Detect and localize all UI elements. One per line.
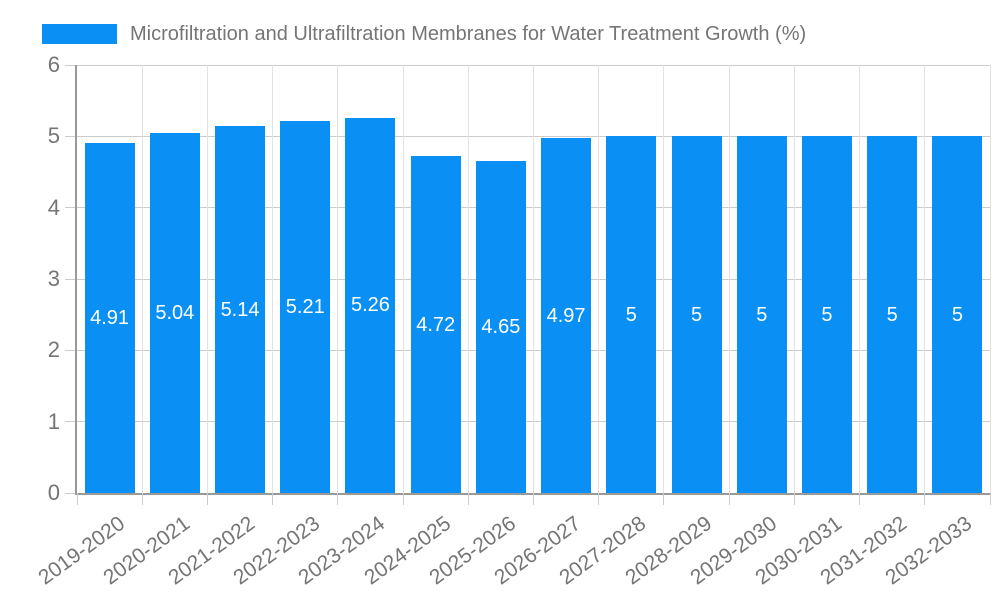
legend-swatch-icon xyxy=(42,24,117,44)
x-gridline xyxy=(859,65,861,493)
bar: 5.04 xyxy=(149,133,200,493)
bar: 5 xyxy=(736,136,787,493)
x-tick-mark xyxy=(924,493,926,505)
bar: 5.14 xyxy=(215,126,266,493)
bar-value-label: 5 xyxy=(951,303,963,326)
y-tick-mark xyxy=(65,492,75,494)
y-axis-label: 1 xyxy=(47,408,60,434)
bar-value-label: 5.21 xyxy=(285,296,325,319)
bar: 4.65 xyxy=(475,161,526,493)
x-tick-mark xyxy=(206,493,208,505)
x-tick-mark xyxy=(141,493,143,505)
bar-value-label: 5 xyxy=(690,303,703,326)
x-tick-mark xyxy=(989,493,991,505)
x-gridline xyxy=(793,65,795,493)
x-gridline xyxy=(206,65,208,493)
x-gridline xyxy=(924,65,926,493)
bar: 4.97 xyxy=(541,138,592,493)
x-gridline xyxy=(402,65,404,493)
bar: 5 xyxy=(932,136,983,493)
x-tick-mark xyxy=(793,493,795,505)
x-gridline xyxy=(989,65,991,493)
y-tick-mark xyxy=(65,421,75,423)
bar-value-label: 5 xyxy=(821,303,833,326)
bar-value-label: 5 xyxy=(625,303,637,326)
bar-value-label: 5 xyxy=(756,303,768,326)
bar-value-label: 5.26 xyxy=(350,294,390,317)
bar: 5 xyxy=(801,136,852,493)
y-axis-label: 2 xyxy=(47,337,60,363)
y-tick-mark xyxy=(65,135,75,137)
legend-series-label: Microfiltration and Ultrafiltration Memb… xyxy=(130,23,807,45)
x-tick-mark xyxy=(533,493,534,505)
x-gridline xyxy=(467,65,469,493)
x-gridline xyxy=(337,65,339,493)
y-axis-label: 4 xyxy=(47,194,60,220)
x-tick-mark xyxy=(337,493,339,505)
y-axis-label: 0 xyxy=(47,480,60,505)
x-tick-mark xyxy=(859,493,861,505)
x-tick-mark xyxy=(76,493,78,505)
bar: 5 xyxy=(867,136,918,493)
x-tick-mark xyxy=(402,493,404,505)
x-gridline xyxy=(141,65,143,493)
x-gridline xyxy=(663,65,665,493)
bar-value-label: 5.04 xyxy=(155,302,195,325)
x-tick-mark xyxy=(467,493,469,505)
y-tick-mark xyxy=(65,207,75,209)
y-axis-label: 6 xyxy=(47,52,60,77)
x-gridline xyxy=(728,65,730,493)
x-gridline xyxy=(598,65,600,493)
bar-value-label: 5.14 xyxy=(220,298,260,321)
bar: 4.72 xyxy=(410,156,461,493)
x-gridline xyxy=(272,65,274,493)
bar-value-label: 4.65 xyxy=(481,316,521,339)
bar: 5.21 xyxy=(280,121,331,493)
bar: 4.91 xyxy=(84,142,135,493)
bar-value-label: 4.72 xyxy=(416,313,456,336)
bar: 5.26 xyxy=(345,117,396,493)
y-tick-mark xyxy=(65,349,75,351)
bar-value-label: 4.91 xyxy=(90,306,130,329)
x-tick-mark xyxy=(663,493,665,505)
bar-value-label: 5 xyxy=(886,303,898,326)
y-axis-label: 3 xyxy=(47,266,60,291)
bar: 5 xyxy=(606,136,657,493)
x-tick-mark xyxy=(728,493,730,505)
x-gridline xyxy=(533,65,534,493)
bar-value-label: 4.97 xyxy=(546,304,586,327)
bar: 5 xyxy=(671,136,722,493)
plot-area: 0 1 2 3 4 5 6 4.91 2019-2020 5.04 2020-2021 5.14 202… xyxy=(34,52,991,589)
y-tick-mark xyxy=(65,64,75,66)
y-axis-label: 5 xyxy=(47,123,60,149)
x-tick-mark xyxy=(598,493,600,505)
x-tick-mark xyxy=(272,493,274,505)
y-tick-mark xyxy=(65,278,75,280)
